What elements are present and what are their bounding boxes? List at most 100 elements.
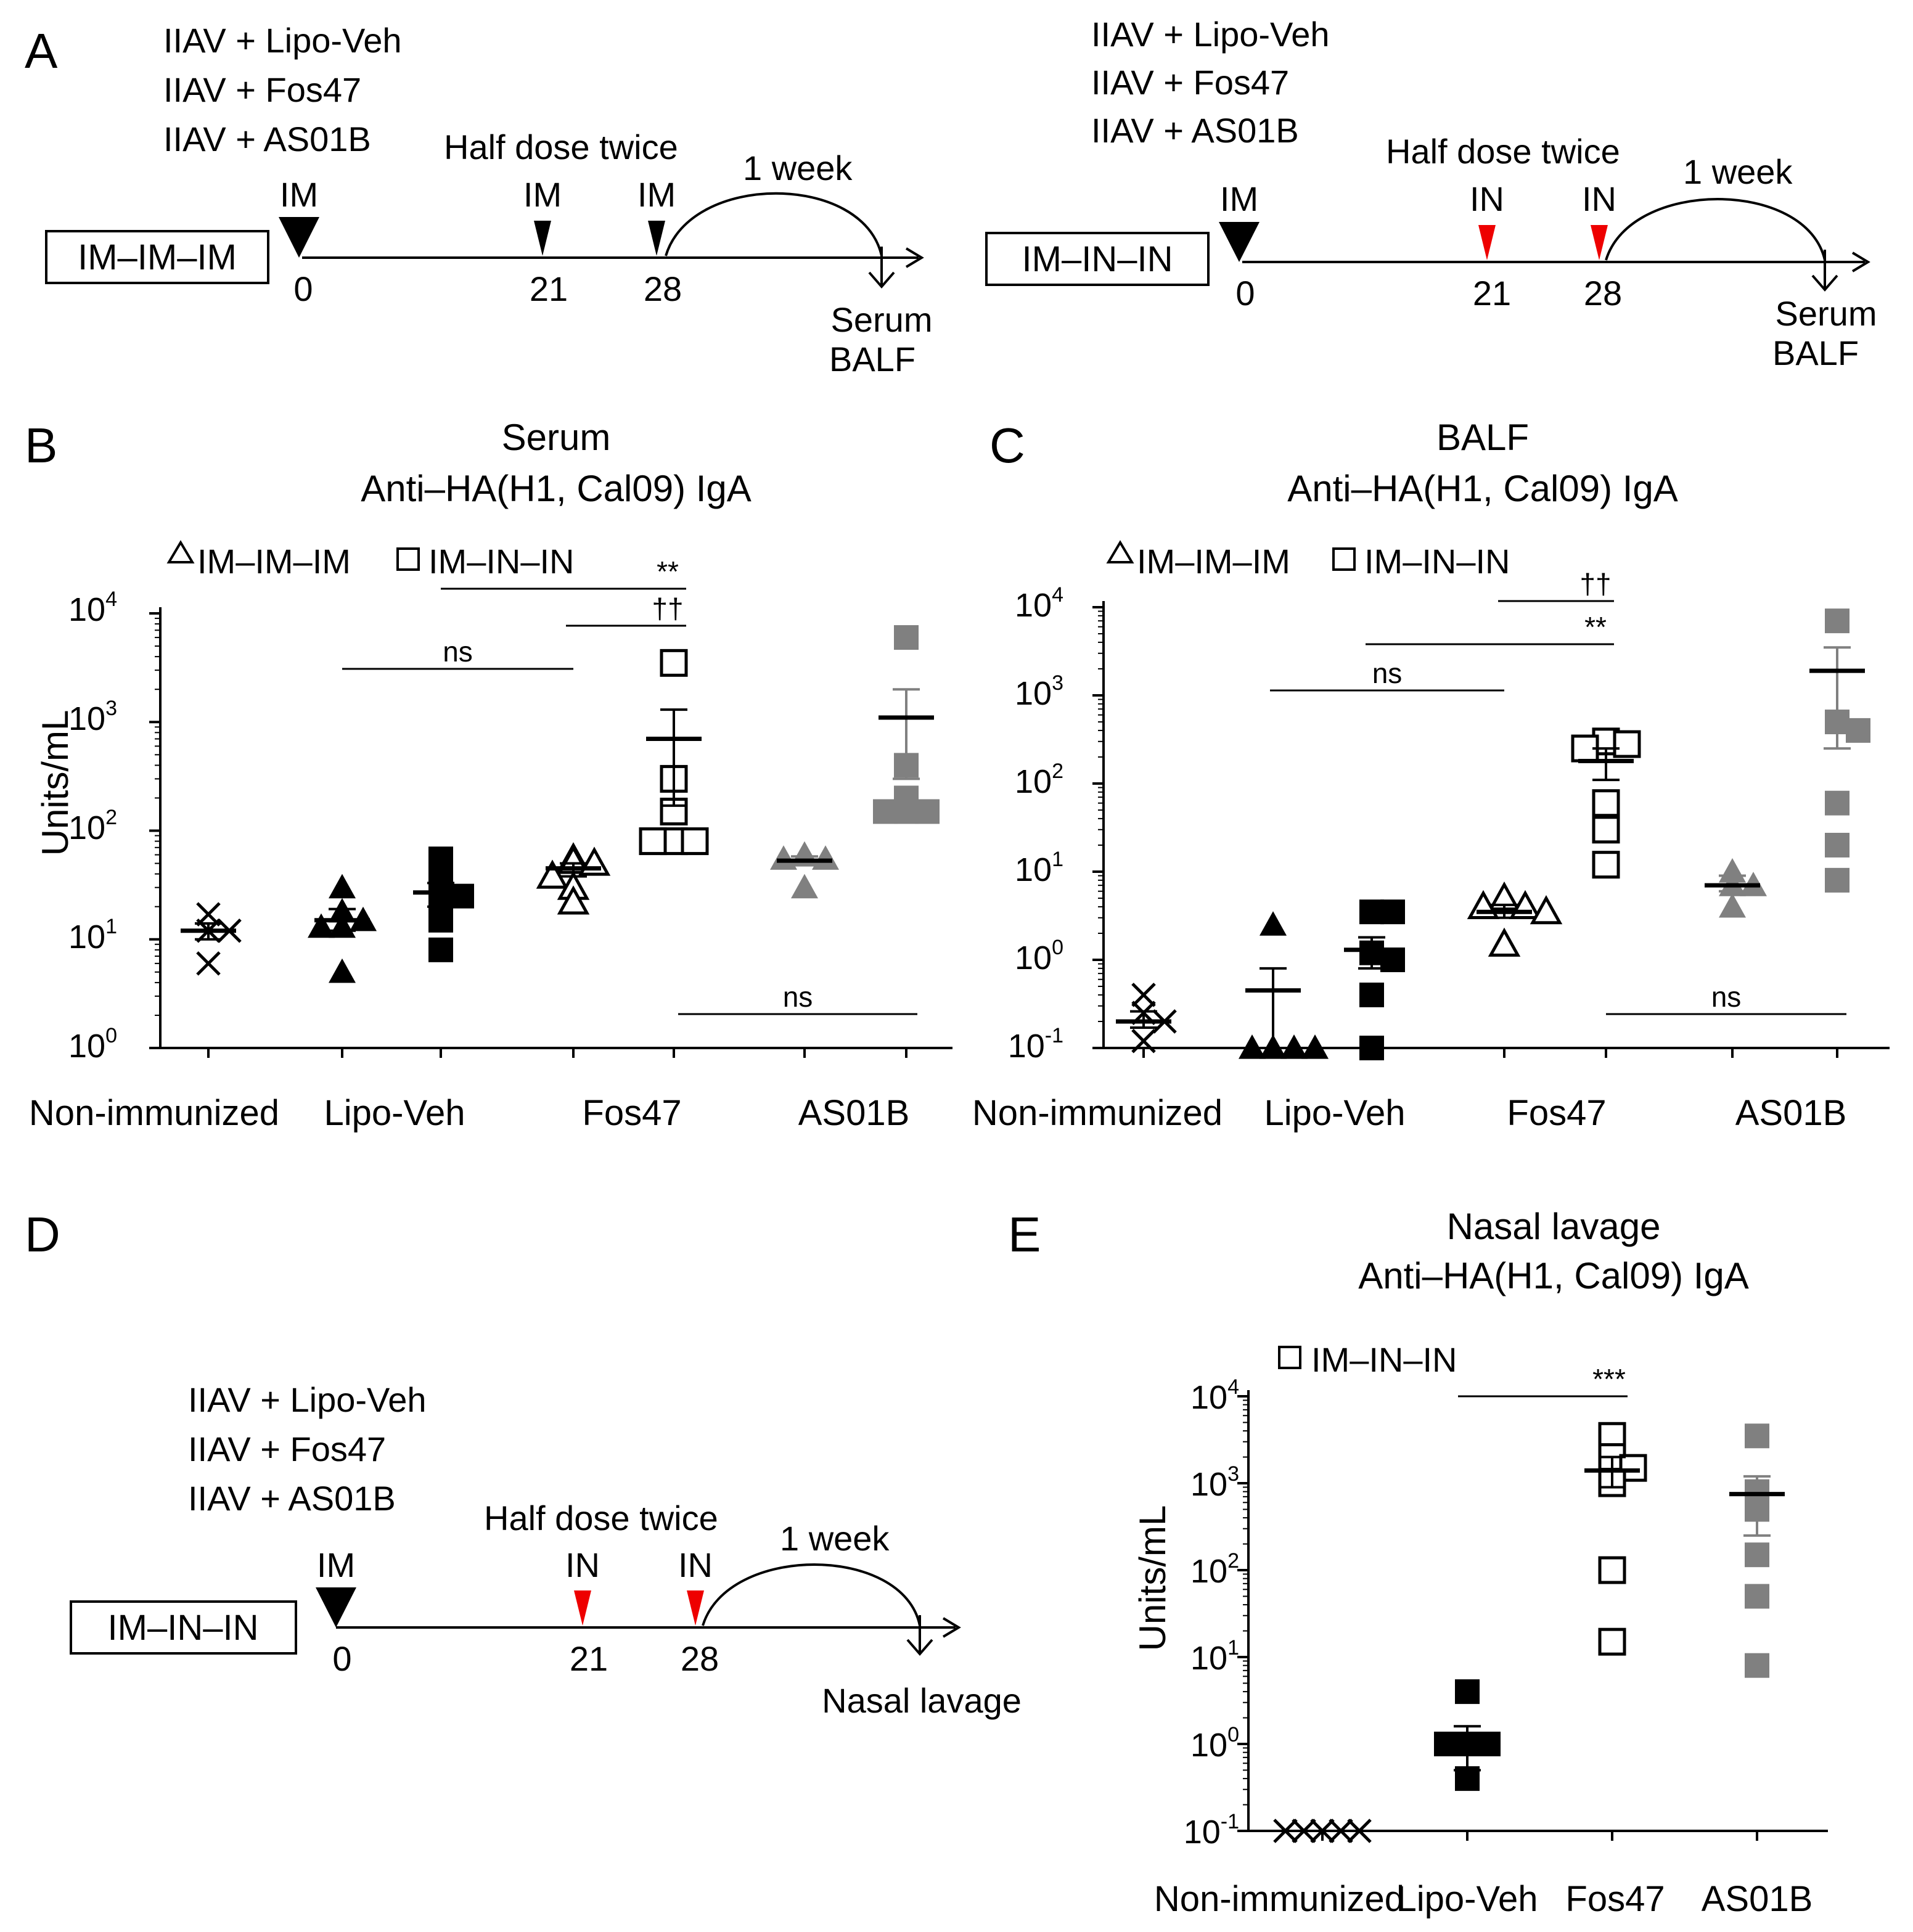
data-series — [1571, 727, 1641, 879]
data-point-square — [1825, 790, 1850, 816]
x-category-labels: Non-immunized Lipo-Veh Fos47 AS01B — [972, 1093, 1846, 1133]
chart-c: BALF Anti–HA(H1, Cal09) IgA IM–IM–IM IM–… — [972, 417, 1890, 1133]
data-point-square — [1598, 1627, 1626, 1656]
data-series — [536, 842, 611, 915]
route-label: IM — [637, 175, 676, 214]
scheme-box — [45, 230, 269, 284]
scheme-d: IIAV + Lipo-Veh IIAV + Fos47 IIAV + AS01… — [70, 1380, 1022, 1720]
scheme-week: 1 week — [743, 149, 853, 187]
legend-marker-triangle-open — [1106, 540, 1134, 563]
data-point-square — [894, 625, 919, 650]
y-tick-label: 103 — [1015, 671, 1063, 712]
data-point-square — [681, 827, 709, 856]
data-point-square — [1846, 718, 1870, 743]
plot-area: *** — [1237, 1363, 1828, 1843]
scheme-week: 1 week — [780, 1519, 890, 1558]
week-arc — [665, 192, 883, 256]
x-category-label: Fos47 — [1507, 1093, 1606, 1133]
significance-label: ns — [1372, 657, 1403, 689]
plot-area: †† ** ns ns — [1092, 568, 1890, 1060]
data-point-square — [1592, 851, 1620, 879]
y-tick-label: 102 — [68, 806, 117, 846]
sample-arrowhead — [1811, 274, 1838, 292]
y-tick-label: 103 — [68, 697, 117, 737]
prime-dose-marker — [1219, 222, 1260, 262]
scheme-group-label: IIAV + Lipo-Veh — [163, 21, 402, 60]
legend-label: IM–IM–IM — [197, 542, 351, 581]
y-tick-label: 104 — [1015, 583, 1063, 624]
data-point-square — [428, 937, 453, 962]
sample-label-serum: Serum — [1776, 294, 1877, 333]
legend-item: IM–IM–IM — [166, 540, 351, 581]
boost-dose-marker — [648, 221, 665, 256]
plot-area: †† ** ns ns — [149, 555, 952, 1058]
data-point-triangle — [308, 913, 335, 938]
timeline-arrowhead — [942, 1617, 961, 1638]
x-category-labels: Non-immunized Lipo-Veh Fos47 AS01B — [29, 1093, 909, 1133]
chart-subtitle: Anti–HA(H1, Cal09) IgA — [1287, 468, 1678, 509]
legend-marker-square-open — [396, 547, 420, 571]
x-category-label: AS01B — [798, 1093, 910, 1133]
panel-letter-a: A — [25, 23, 58, 78]
y-tick-label: 10-1 — [1008, 1024, 1063, 1065]
x-category-label: Lipo-Veh — [1264, 1093, 1406, 1133]
x-category-labels: Non-immunized Lipo-Veh Fos47 AS01B — [1154, 1879, 1813, 1919]
y-tick-labels: 100 101 102 103 104 — [68, 587, 117, 1065]
data-series — [1467, 881, 1563, 957]
data-point-square — [1359, 1036, 1384, 1060]
scheme-group-label: IIAV + Lipo-Veh — [188, 1380, 427, 1419]
data-series — [1434, 1679, 1501, 1791]
panel-letter-c: C — [989, 418, 1025, 473]
panel-letter-e: E — [1008, 1207, 1041, 1262]
boost-dose-marker — [1478, 225, 1496, 260]
data-point-triangle — [1719, 893, 1746, 918]
significance-label: ns — [1711, 981, 1742, 1013]
data-point-square — [1592, 789, 1620, 817]
data-series — [639, 649, 709, 856]
data-series — [873, 625, 940, 824]
scheme-group-label: IIAV + AS01B — [1091, 111, 1299, 150]
data-point-square — [915, 799, 940, 824]
legend-label: IM–IN–IN — [428, 542, 575, 581]
data-point-square — [1825, 832, 1850, 858]
significance-label: *** — [1592, 1363, 1626, 1395]
x-category-label: Fos47 — [582, 1093, 681, 1133]
y-axis-label: Units/mL — [1132, 1505, 1173, 1652]
data-point-square — [639, 827, 667, 856]
scheme-note: Half dose twice — [1386, 132, 1620, 171]
y-tick-label: 101 — [68, 915, 117, 956]
x-category-label: Lipo-Veh — [324, 1093, 465, 1133]
scheme-group-label: IIAV + AS01B — [163, 120, 371, 158]
data-point-square — [1455, 1679, 1480, 1705]
x-category-label: Non-immunized — [29, 1093, 279, 1133]
data-point-triangle — [1301, 1034, 1329, 1059]
x-category-label: AS01B — [1702, 1879, 1813, 1919]
data-series — [1809, 608, 1870, 893]
data-point-square — [449, 883, 474, 909]
data-point-x — [1131, 1028, 1156, 1054]
legend-marker-triangle-open — [166, 540, 195, 563]
significance-label: ns — [443, 636, 473, 668]
day-label: 28 — [1584, 274, 1622, 313]
data-series — [1705, 858, 1767, 918]
prime-dose-marker — [279, 217, 319, 258]
x-category-label: Non-immunized — [1154, 1879, 1404, 1919]
data-point-square — [1825, 608, 1850, 634]
day-label: 28 — [681, 1639, 719, 1678]
data-point-square — [1745, 1653, 1769, 1678]
significance-label: ns — [783, 981, 813, 1013]
data-point-triangle — [1530, 895, 1563, 925]
chart-b: Serum Anti–HA(H1, Cal09) IgA IM–IM–IM IM… — [29, 417, 952, 1133]
data-point-square — [873, 799, 898, 824]
data-point-triangle — [770, 845, 797, 870]
data-point-x — [1310, 1819, 1335, 1843]
chart-e: Nasal lavage Anti–HA(H1, Cal09) IgA IM–I… — [1132, 1206, 1828, 1919]
data-point-x — [1347, 1819, 1372, 1843]
data-point-square — [1825, 867, 1850, 893]
data-point-square — [1745, 1584, 1769, 1609]
week-arc — [1605, 198, 1826, 261]
legend-item: IM–IM–IM — [1106, 540, 1290, 581]
data-point-square — [1745, 1542, 1769, 1568]
data-series — [1584, 1422, 1647, 1656]
data-point-x — [1273, 1819, 1298, 1843]
